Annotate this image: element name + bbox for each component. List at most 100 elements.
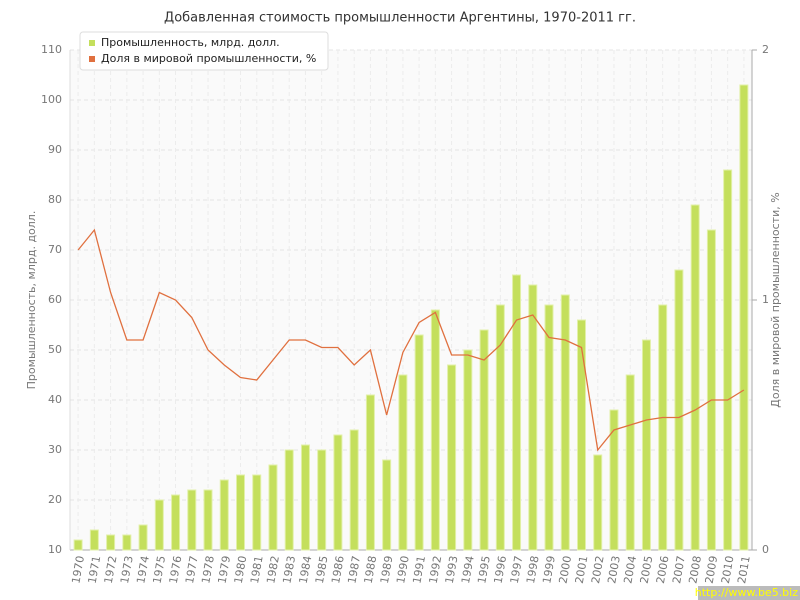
bar — [430, 309, 440, 551]
bar — [365, 394, 375, 551]
y2-tick-label: 0 — [762, 543, 769, 556]
x-tick-label: 2005 — [638, 555, 656, 585]
x-tick-label: 1997 — [508, 555, 526, 585]
bar — [236, 474, 245, 551]
x-tick-label: 2010 — [719, 555, 737, 585]
bar — [154, 499, 164, 551]
bar — [447, 364, 457, 551]
bar — [609, 409, 619, 551]
x-tick-label: 1972 — [102, 555, 120, 585]
x-tick-label: 1974 — [134, 555, 152, 585]
bar — [219, 479, 229, 551]
bar — [593, 454, 603, 551]
bar — [382, 459, 392, 551]
x-tick-label: 1973 — [118, 555, 136, 585]
y-tick-label: 70 — [48, 243, 62, 256]
x-tick-label: 1992 — [427, 555, 445, 585]
x-tick-label: 1987 — [345, 555, 363, 585]
y-tick-label: 40 — [48, 393, 62, 406]
x-tick-label: 1999 — [540, 555, 558, 585]
x-tick-label: 1978 — [199, 555, 217, 585]
y2-tick-label: 2 — [762, 43, 769, 56]
bar — [577, 319, 586, 551]
bar — [495, 304, 505, 551]
bar — [641, 339, 651, 551]
x-tick-label: 1993 — [443, 555, 461, 585]
x-tick-label: 1985 — [313, 555, 331, 585]
x-tick-label: 2004 — [621, 555, 639, 585]
bar — [544, 304, 554, 551]
legend-label: Промышленность, млрд. долл. — [101, 36, 280, 49]
x-tick-label: 1988 — [362, 555, 380, 585]
y-tick-label: 110 — [41, 43, 62, 56]
bar — [89, 529, 99, 551]
x-tick-label: 1991 — [410, 555, 428, 585]
bar — [349, 429, 359, 551]
legend-box — [79, 31, 329, 71]
y-axis-label: Промышленность, млрд. долл. — [25, 211, 38, 390]
x-tick-label: 1986 — [329, 555, 347, 585]
x-tick-label: 2006 — [654, 555, 672, 585]
x-tick-label: 1994 — [459, 555, 477, 585]
bar — [187, 489, 197, 551]
x-tick-label: 1984 — [297, 555, 315, 585]
bar — [317, 449, 327, 551]
x-tick-label: 1983 — [280, 555, 298, 585]
x-tick-label: 1980 — [232, 555, 250, 585]
bar — [138, 524, 148, 551]
y-tick-label: 100 — [41, 93, 62, 106]
y-tick-label: 30 — [48, 443, 62, 456]
x-tick-label: 1982 — [264, 555, 282, 585]
x-tick-label: 2003 — [605, 555, 623, 585]
y2-axis-label: Доля в мировой промышленности, % — [769, 192, 782, 407]
y-tick-label: 20 — [48, 493, 62, 506]
x-tick-label: 1989 — [378, 555, 396, 585]
x-tick-label: 1970 — [69, 555, 87, 585]
bar — [284, 449, 294, 551]
x-tick-label: 2011 — [735, 555, 753, 585]
bar — [528, 284, 538, 551]
bar — [268, 464, 278, 551]
bar — [658, 304, 668, 551]
x-tick-label: 2008 — [686, 555, 704, 585]
bar — [560, 294, 570, 551]
legend-swatch — [89, 56, 95, 62]
x-tick-label: 1971 — [86, 555, 104, 585]
bar — [463, 349, 473, 551]
x-tick-label: 2002 — [589, 555, 607, 585]
x-tick-label: 1998 — [524, 555, 542, 585]
bar — [739, 84, 749, 551]
legend-label: Доля в мировой промышленности, % — [101, 52, 316, 65]
x-tick-label: 1981 — [248, 555, 266, 585]
bar — [171, 494, 181, 551]
y-tick-label: 90 — [48, 143, 62, 156]
chart-title: Добавленная стоимость промышленности Арг… — [164, 11, 636, 26]
legend-swatch — [89, 40, 95, 46]
x-tick-label: 1975 — [151, 555, 169, 585]
x-tick-label: 1990 — [394, 555, 412, 585]
y-tick-label: 80 — [48, 193, 62, 206]
x-tick-label: 2009 — [703, 555, 721, 585]
bar — [252, 474, 262, 551]
bar — [414, 334, 424, 551]
bar — [625, 374, 635, 551]
bar — [723, 169, 733, 551]
bar — [398, 374, 408, 551]
y-tick-label: 10 — [48, 543, 62, 556]
x-tick-label: 1996 — [492, 555, 510, 585]
bar — [479, 329, 489, 551]
x-tick-label: 1995 — [475, 555, 493, 585]
line — [77, 228, 745, 452]
x-tick-label: 2001 — [573, 555, 591, 585]
bar — [690, 204, 700, 551]
y-tick-label: 60 — [48, 293, 62, 306]
x-tick-label: 2000 — [557, 555, 575, 585]
bar — [106, 534, 116, 551]
x-tick-label: 1977 — [183, 555, 201, 585]
bar — [122, 534, 132, 551]
bar — [333, 434, 343, 551]
bar — [706, 229, 716, 551]
x-tick-label: 1976 — [167, 555, 185, 585]
watermark: http://www.be5.biz — [695, 586, 798, 599]
